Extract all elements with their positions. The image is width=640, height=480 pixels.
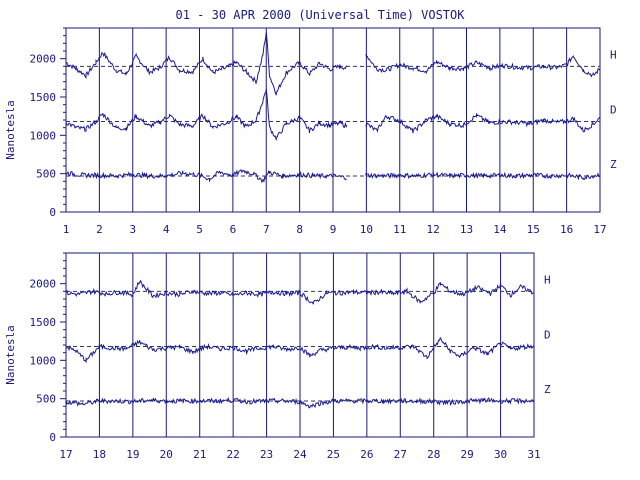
x-tick-label: 17 xyxy=(593,223,606,236)
x-tick-label: 22 xyxy=(227,448,240,461)
x-tick-label: 17 xyxy=(59,448,72,461)
y-tick-label: 2000 xyxy=(30,278,57,291)
x-tick-label: 21 xyxy=(193,448,206,461)
series-d-line xyxy=(65,88,601,141)
series-z-line xyxy=(65,168,601,184)
y-tick-label: 0 xyxy=(49,431,56,444)
chart-title: 01 - 30 APR 2000 (Universal Time) VOSTOK xyxy=(175,8,465,22)
x-tick-label: 14 xyxy=(493,223,507,236)
y-tick-label: 1500 xyxy=(30,91,57,104)
y-tick-label: 1000 xyxy=(30,129,57,142)
series-h-line xyxy=(65,279,535,305)
series-label-d: D xyxy=(544,329,551,342)
series-d-line xyxy=(65,337,535,364)
series-label-h: H xyxy=(610,48,617,61)
x-tick-label: 25 xyxy=(327,448,340,461)
x-tick-label: 12 xyxy=(427,223,440,236)
x-tick-label: 11 xyxy=(393,223,406,236)
x-tick-label: 26 xyxy=(360,448,373,461)
x-tick-label: 18 xyxy=(93,448,106,461)
series-h-line xyxy=(65,32,601,96)
x-tick-label: 10 xyxy=(360,223,373,236)
y-tick-label: 1500 xyxy=(30,316,57,329)
y-tick-label: 500 xyxy=(36,168,56,181)
y-tick-label: 500 xyxy=(36,393,56,406)
series-label-d: D xyxy=(610,104,617,117)
series-z-line xyxy=(65,396,535,409)
x-tick-label: 2 xyxy=(96,223,103,236)
x-tick-label: 6 xyxy=(230,223,237,236)
x-tick-label: 9 xyxy=(330,223,337,236)
x-tick-label: 8 xyxy=(296,223,303,236)
x-tick-label: 5 xyxy=(196,223,203,236)
x-tick-label: 13 xyxy=(460,223,473,236)
x-tick-label: 19 xyxy=(126,448,139,461)
y-axis-label: Nanotesla xyxy=(4,100,17,160)
y-tick-label: 0 xyxy=(49,206,56,219)
series-label-z: Z xyxy=(610,158,617,171)
x-tick-label: 15 xyxy=(527,223,540,236)
x-tick-label: 24 xyxy=(293,448,307,461)
y-tick-label: 2000 xyxy=(30,53,57,66)
x-tick-label: 16 xyxy=(560,223,573,236)
series-label-z: Z xyxy=(544,383,551,396)
x-tick-label: 3 xyxy=(129,223,136,236)
x-tick-label: 30 xyxy=(494,448,507,461)
x-tick-label: 29 xyxy=(461,448,474,461)
y-tick-label: 1000 xyxy=(30,354,57,367)
y-axis-label: Nanotesla xyxy=(4,325,17,385)
x-tick-label: 7 xyxy=(263,223,270,236)
x-tick-label: 1 xyxy=(63,223,70,236)
x-tick-label: 28 xyxy=(427,448,440,461)
series-label-h: H xyxy=(544,273,551,286)
x-tick-label: 4 xyxy=(163,223,170,236)
x-tick-label: 20 xyxy=(160,448,173,461)
x-tick-label: 23 xyxy=(260,448,273,461)
x-tick-label: 31 xyxy=(527,448,540,461)
x-tick-label: 27 xyxy=(394,448,407,461)
